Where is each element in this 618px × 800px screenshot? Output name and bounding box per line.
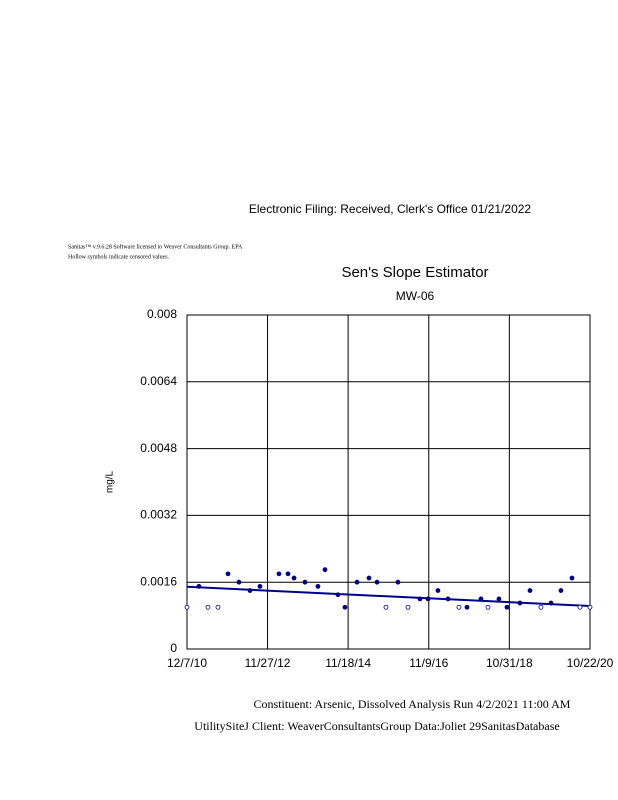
data-point (335, 592, 341, 598)
data-point (236, 579, 242, 585)
censored-point (383, 604, 389, 610)
filing-stamp: Electronic Filing: Received, Clerk's Off… (249, 202, 532, 216)
plot-frame (186, 314, 591, 650)
data-point (425, 596, 431, 602)
x-tick-label: 10/22/20 (567, 656, 614, 670)
data-point (548, 600, 554, 606)
data-point (504, 604, 510, 610)
data-point (342, 604, 348, 610)
y-tick-label: 0.0032 (140, 508, 177, 522)
data-point (225, 571, 231, 577)
data-point (527, 588, 533, 593)
data-point (247, 588, 253, 593)
data-point (322, 567, 328, 573)
censored-point (405, 604, 411, 610)
censored-point (538, 604, 544, 610)
censored-point (184, 604, 190, 610)
data-point (464, 604, 470, 610)
y-tick-label: 0.0016 (140, 574, 177, 588)
censored-point (587, 604, 593, 610)
censored-point (456, 604, 462, 610)
y-axis-label: mg/L (105, 470, 116, 493)
software-note: Sanitas™ v.9.6.28 Software licensed to W… (68, 243, 243, 250)
censored-note: Hollow symbols indicate censored values. (68, 254, 170, 260)
x-tick-label: 11/9/16 (409, 656, 448, 670)
x-tick-label: 10/31/18 (486, 656, 533, 670)
data-point (558, 588, 564, 593)
x-tick-label: 11/27/12 (245, 656, 291, 670)
data-point (478, 596, 484, 602)
data-point (496, 596, 502, 602)
x-tick-label: 11/18/14 (325, 656, 371, 670)
y-tick-label: 0 (170, 641, 177, 655)
x-tick-label: 12/7/10 (167, 656, 207, 670)
censored-point (485, 604, 491, 610)
data-point (285, 571, 291, 577)
chart-subtitle: MW-06 (396, 289, 435, 303)
data-point (517, 600, 523, 606)
data-point (569, 575, 575, 581)
data-point (374, 579, 380, 585)
censored-point (577, 604, 583, 610)
data-point (302, 579, 308, 585)
trend-line (186, 585, 591, 607)
data-point (417, 596, 423, 602)
data-point (276, 571, 282, 577)
data-point (445, 596, 451, 602)
data-point (291, 575, 297, 581)
data-point (435, 588, 441, 593)
footer-line: UtilitySiteJ Client: WeaverConsultantsGr… (194, 719, 559, 733)
y-tick-label: 0.0048 (140, 441, 177, 455)
censored-point (205, 604, 211, 610)
data-point (366, 575, 372, 581)
data-point (196, 583, 202, 589)
footer-line: Constituent: Arsenic, Dissolved Analysis… (254, 697, 571, 711)
data-point (395, 579, 401, 585)
censored-point (215, 604, 221, 610)
y-tick-label: 0.0064 (140, 374, 177, 388)
y-tick-label: 0.008 (147, 307, 177, 321)
chart-title: Sen's Slope Estimator (341, 264, 488, 281)
data-point (315, 583, 321, 589)
data-point (257, 583, 263, 589)
data-point (354, 579, 360, 585)
